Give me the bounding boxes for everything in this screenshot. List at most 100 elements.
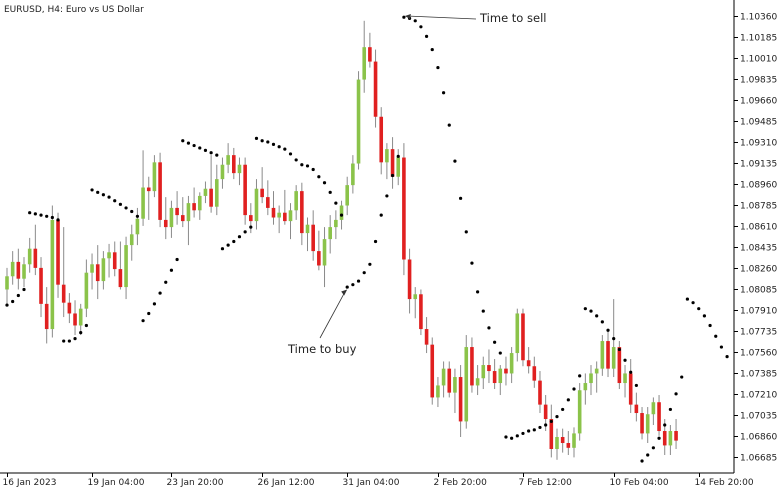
bearish-candle: [180, 215, 185, 222]
bullish-candle: [441, 368, 446, 386]
sar-dot: [317, 175, 321, 179]
price-tick-label: 1.09310: [740, 139, 777, 149]
bearish-candle: [266, 197, 270, 208]
bearish-candle: [300, 191, 304, 234]
sar-dot: [283, 147, 287, 151]
sar-dot: [266, 140, 270, 144]
bearish-candle: [674, 431, 678, 441]
sar-dot: [158, 291, 162, 295]
sar-dot: [430, 47, 434, 52]
sar-dot: [113, 199, 117, 203]
sar-dot: [595, 314, 599, 318]
sar-dot: [203, 148, 208, 152]
bearish-candle: [209, 188, 213, 207]
sar-dot: [62, 339, 66, 343]
bearish-candle: [424, 329, 429, 345]
sar-dot: [79, 331, 83, 335]
bullish-candle: [645, 414, 650, 434]
bearish-candle: [662, 431, 667, 446]
bullish-candle: [294, 191, 298, 211]
bullish-candle: [436, 385, 440, 398]
bullish-candle: [577, 390, 582, 434]
sar-dot: [152, 302, 157, 306]
price-tick-label: 1.06685: [740, 454, 777, 464]
bullish-candle: [305, 224, 310, 234]
sar-dot: [521, 431, 525, 436]
sar-dot: [447, 123, 451, 127]
price-tick-label: 1.09135: [740, 160, 777, 170]
price-tick-label: 1.07210: [740, 391, 777, 401]
bearish-candle: [373, 61, 378, 117]
bullish-candle: [288, 210, 293, 222]
sar-dot: [532, 428, 536, 432]
sar-dot: [572, 387, 576, 391]
sar-dot: [237, 235, 242, 239]
bearish-candle: [232, 155, 236, 174]
sar-dot: [663, 423, 667, 427]
bullish-candle: [78, 308, 83, 326]
bullish-candle: [124, 245, 128, 288]
sar-dot: [402, 15, 406, 19]
bearish-candle: [67, 302, 72, 314]
sar-dot: [220, 247, 225, 251]
bearish-candle: [118, 269, 123, 288]
bearish-candle: [163, 219, 168, 228]
sar-dot: [311, 167, 315, 172]
bearish-candle: [458, 377, 463, 422]
sar-dot: [493, 340, 497, 344]
sar-dot: [345, 285, 349, 289]
sar-dot: [498, 351, 502, 355]
bearish-candle: [521, 313, 525, 361]
sar-dot: [50, 215, 54, 220]
sar-dot: [294, 158, 298, 162]
bullish-candle: [186, 203, 191, 222]
sar-dot: [175, 257, 179, 262]
bearish-candle: [243, 164, 247, 216]
bullish-candle: [322, 239, 327, 266]
sar-dot: [226, 243, 230, 247]
bullish-candle: [453, 377, 457, 393]
sar-dot: [33, 212, 37, 216]
sar-dot: [101, 193, 105, 197]
sar-dot: [481, 309, 485, 313]
bullish-candle: [135, 218, 140, 235]
bullish-candle: [623, 373, 627, 384]
sar-dot: [413, 19, 417, 23]
sar-dot: [549, 419, 553, 424]
sar-dot: [135, 214, 140, 218]
bullish-candle: [84, 272, 89, 309]
sar-dot: [487, 326, 491, 330]
bullish-candle: [129, 234, 134, 246]
sar-dot: [339, 213, 344, 217]
sell-annotation-label: Time to sell: [479, 11, 546, 25]
sar-dot: [243, 230, 247, 234]
sar-dot: [300, 163, 304, 167]
price-tick-label: 1.08610: [740, 223, 777, 233]
bullish-candle: [351, 163, 355, 186]
sar-dot: [288, 152, 293, 156]
sar-dot: [396, 154, 400, 158]
sar-dot: [719, 345, 724, 349]
bullish-candle: [594, 368, 599, 374]
bullish-candle: [107, 252, 111, 259]
sar-dot: [538, 425, 542, 430]
sar-dot: [56, 218, 60, 222]
bullish-candle: [50, 219, 55, 330]
sell-annotation-line: [406, 15, 477, 20]
sar-dot: [589, 309, 593, 313]
bullish-candle: [10, 261, 15, 277]
sar-dot: [544, 423, 548, 427]
sar-dot: [464, 230, 468, 234]
sar-dot: [453, 159, 457, 163]
sar-dot: [629, 370, 633, 374]
sar-dot: [198, 146, 202, 150]
sar-dot: [685, 297, 690, 301]
bearish-candle: [146, 187, 151, 192]
sar-dot: [578, 374, 582, 378]
bearish-candle: [606, 341, 610, 369]
bullish-candle: [141, 187, 145, 219]
sar-dot: [651, 446, 655, 450]
sar-dot: [22, 287, 26, 292]
buy-annotation-label: Time to buy: [287, 342, 357, 356]
